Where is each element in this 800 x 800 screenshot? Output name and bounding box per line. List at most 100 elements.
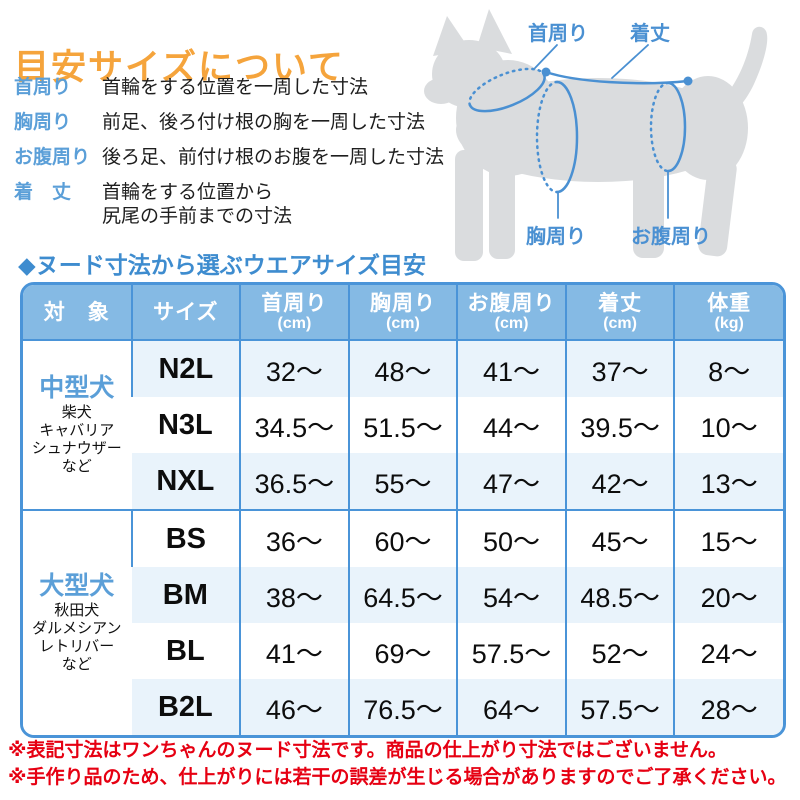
table-row: N3L 34.5～ 51.5～ 44～ 39.5～ 10～: [23, 397, 783, 453]
measurement-value-cell: 55～: [347, 453, 458, 510]
size-cell: BL: [131, 623, 241, 679]
measurement-description: 後ろ足、前付け根のお腹を一周した寸法: [102, 146, 444, 170]
table-row: 大型犬 秋田犬 ダルメシアン レトリバー など BS 36～ 60～ 50～ 45～ 15～: [23, 509, 783, 735]
measurement-value-cell: 20～: [673, 567, 783, 623]
dog-measurement-diagram: 首周り 着丈 胸周り お腹周り: [408, 0, 800, 272]
column-header: 体重 (kg): [673, 285, 783, 341]
note-line-2: ※手作り品のため、仕上がりには若干の誤差が生じる場合がありますのでご了承ください…: [8, 767, 787, 788]
measurement-description-line: 首輪をする位置を一周した寸法: [102, 77, 369, 98]
chest-girth-ellipse: [535, 80, 579, 194]
column-header-main: サイズ: [153, 300, 219, 324]
measurement-value-cell: 36.5～: [239, 453, 349, 510]
measurement-endpoints: [541, 67, 693, 86]
measurement-value-cell: 52～: [564, 623, 675, 679]
dog-type-cell: 大型犬 秋田犬 ダルメシアン レトリバー など: [23, 509, 132, 735]
breed-name: シュナウザー: [31, 440, 122, 457]
column-header: 対 象: [23, 285, 132, 341]
measurement-value-cell: 57.5～: [456, 623, 566, 679]
table-row: 中型犬 柴犬 キャバリア シュナウザー など N2L 32～ 48～ 41～ 37～ 8～: [23, 340, 783, 510]
measurement-value-cell: 24～: [673, 623, 783, 679]
table-row: BL 41～ 69～ 57.5～ 52～ 24～: [23, 623, 783, 679]
size-cell: B2L: [131, 679, 241, 735]
size-table-container: 対 象サイズ 首周り (cm) 胸周り (cm) お腹周り (cm) 着丈 (cm) 体重 (kg)…: [20, 282, 786, 738]
measurement-term: お腹周り: [14, 147, 91, 168]
measurement-value-cell: 45～: [564, 509, 675, 567]
column-header-unit: (cm): [386, 315, 420, 332]
measurement-value-cell: 46～: [239, 679, 349, 735]
measurement-description-line: 尻尾の手前までの寸法: [102, 206, 293, 227]
column-header: サイズ: [130, 285, 241, 341]
measurement-value-cell: 41～: [239, 623, 349, 679]
measurement-value-cell: 69～: [347, 623, 458, 679]
measurement-value-cell: 34.5～: [239, 397, 349, 453]
breed-name: 秋田犬: [54, 602, 100, 619]
diagram-length-label: 着丈: [630, 21, 670, 45]
measurement-value-cell: 51.5～: [347, 397, 458, 453]
column-header: 着丈 (cm): [564, 285, 675, 341]
measurement-description-line: 前足、後ろ付け根の胸を一周した寸法: [102, 112, 426, 133]
measurement-lines: [468, 44, 690, 219]
size-cell: BS: [130, 509, 241, 567]
size-cell: NXL: [131, 453, 241, 510]
breed-name: など: [61, 656, 92, 673]
measurement-value-cell: 44～: [456, 397, 566, 453]
measurement-value-cell: 38～: [239, 567, 349, 623]
measurement-value-cell: 48.5～: [564, 567, 675, 623]
measurement-definition-row: 着 丈 首輪をする位置から 尻尾の手前までの寸法: [14, 181, 424, 229]
disclaimer-notes: ※表記寸法はワンちゃんのヌード寸法です。商品の仕上がり寸法ではございません。 ※…: [8, 737, 800, 791]
measurement-description-line: 首輪をする位置から: [102, 182, 274, 203]
column-header-unit: (cm): [494, 315, 529, 332]
measurement-value-cell: 10～: [673, 397, 783, 453]
measurement-term: 着 丈: [14, 182, 72, 203]
column-header-unit: (kg): [714, 315, 744, 332]
dog-body-shape: [424, 9, 768, 261]
column-header: 首周り (cm): [239, 285, 349, 341]
breed-name: ダルメシアン: [32, 620, 122, 637]
diagram-neck-label: 首周り: [528, 21, 588, 45]
measurement-value-cell: 54～: [456, 567, 566, 623]
measurement-description-line: 後ろ足、前付け根のお腹を一周した寸法: [102, 147, 445, 168]
size-cell: N2L: [130, 340, 241, 397]
measurement-definition-row: お腹周り 後ろ足、前付け根のお腹を一周した寸法: [14, 146, 444, 170]
belly-girth-ellipse: [649, 81, 687, 173]
column-header-main: 対 象: [43, 300, 110, 324]
table-row: B2L 46～ 76.5～ 64～ 57.5～ 28～: [23, 679, 783, 735]
column-header-main: 着丈: [598, 292, 643, 315]
diagram-belly-label: お腹周り: [631, 224, 711, 248]
back-length-line: [544, 70, 690, 85]
measurement-definition-row: 首周り 首輪をする位置を一周した寸法: [14, 76, 424, 100]
measurement-definition-row: 胸周り 前足、後ろ付け根の胸を一周した寸法: [14, 111, 425, 135]
dog-silhouette-illustration: 首周り 着丈 胸周り お腹周り: [424, 9, 768, 261]
column-header: お腹周り (cm): [456, 285, 566, 341]
size-cell: N3L: [131, 397, 241, 453]
size-table-heading: ◆ヌード寸法から選ぶウエアサイズ目安: [18, 252, 426, 278]
dog-type-name: 中型犬: [39, 374, 115, 402]
measurement-value-cell: 32～: [239, 340, 349, 397]
measurement-term: 首周り: [14, 77, 72, 98]
table-row: NXL 36.5～ 55～ 47～ 42～ 13～: [23, 453, 783, 510]
breed-name: 柴犬: [61, 404, 92, 421]
measurement-description: 前足、後ろ付け根の胸を一周した寸法: [102, 111, 425, 135]
measurement-value-cell: 50～: [456, 509, 566, 567]
measurement-value-cell: 13～: [673, 453, 783, 510]
measurement-value-cell: 42～: [564, 453, 675, 510]
page-title: 目安サイズについて: [14, 48, 345, 88]
column-header-main: 首周り: [261, 292, 328, 315]
measurement-value-cell: 37～: [564, 340, 675, 397]
dog-type-cell: 中型犬 柴犬 キャバリア シュナウザー など: [23, 340, 132, 510]
measurement-value-cell: 64～: [456, 679, 566, 735]
measurement-value-cell: 41～: [456, 340, 566, 397]
measurement-value-cell: 57.5～: [564, 679, 675, 735]
breed-name: キャバリア: [39, 422, 115, 439]
size-cell: BM: [131, 567, 241, 623]
measurement-value-cell: 8～: [673, 340, 783, 397]
column-header-main: お腹周り: [467, 292, 556, 315]
measurement-value-cell: 36～: [239, 509, 349, 567]
dog-type-name: 大型犬: [39, 572, 115, 600]
column-header-main: 体重: [707, 292, 752, 315]
measurement-definitions: 首周り 首輪をする位置を一周した寸法胸周り 前足、後ろ付け根の胸を一周した寸法 お腹周…: [14, 76, 444, 240]
size-table-header-row: 対 象サイズ 首周り (cm) 胸周り (cm) お腹周り (cm) 着丈 (cm) 体重 (kg): [23, 285, 783, 341]
measurement-description: 首輪をする位置から 尻尾の手前までの寸法: [102, 181, 292, 229]
measurement-value-cell: 15～: [673, 509, 783, 567]
